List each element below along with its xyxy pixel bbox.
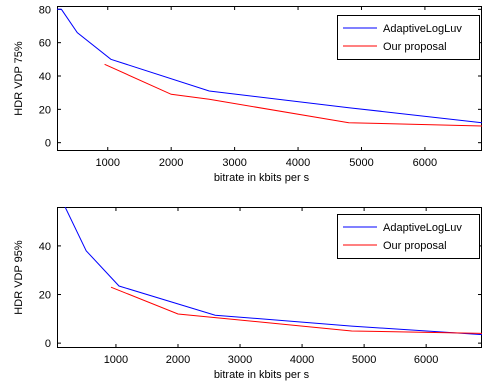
y-tick-label: 0 [45,338,51,350]
x-axis-label: bitrate in kbits per s [214,172,310,184]
y-tick-label: 40 [39,241,51,253]
series-group [57,8,482,127]
series-line-adaptiveloglu [64,207,482,336]
y-tick-label: 20 [39,290,51,302]
y-tick-label: 20 [39,104,51,116]
legend-box [337,214,480,259]
series-group [64,207,482,336]
x-tick-label: 6000 [414,354,438,366]
x-tick-label: 2000 [159,157,183,169]
legend-label: AdaptiveLogLuv [383,222,462,234]
x-tick-label: 4000 [290,354,314,366]
legend-label: AdaptiveLogLuv [383,23,462,35]
series-line-our-proposal [104,63,482,127]
x-tick-label: 3000 [228,354,252,366]
y-tick-label: 0 [45,138,51,150]
legend-label: Our proposal [383,240,447,252]
legend: AdaptiveLogLuv Our proposal [337,15,480,60]
y-axis-label: HDR VDP 95% [13,240,25,315]
y-axis-label: HDR VDP 75% [13,41,25,116]
x-tick-label: 3000 [222,157,246,169]
legend-box [337,15,480,60]
chart-panel-1: 1000 2000 3000 4000 5000 6000 0 20 40 60 80 bitrate… [13,4,482,184]
x-tick-label: 2000 [166,354,190,366]
y-tick-label: 60 [39,38,51,50]
y-tick-label: 40 [39,71,51,83]
series-line-adaptiveloglu [57,8,482,124]
x-tick-label: 4000 [286,157,310,169]
x-tick-label: 1000 [96,157,120,169]
chart-panel-2: 1000 2000 3000 4000 5000 6000 0 20 40 bitrate in … [13,207,482,381]
y-tick-label: 80 [39,4,51,16]
x-tick-label: 5000 [349,157,373,169]
x-axis-label: bitrate in kbits per s [214,369,310,381]
series-line-our-proposal [110,286,482,334]
legend: AdaptiveLogLuv Our proposal [337,214,480,259]
x-tick-label: 5000 [352,354,376,366]
x-tick-label: 1000 [104,354,128,366]
legend-label: Our proposal [383,41,447,53]
x-tick-label: 6000 [413,157,437,169]
